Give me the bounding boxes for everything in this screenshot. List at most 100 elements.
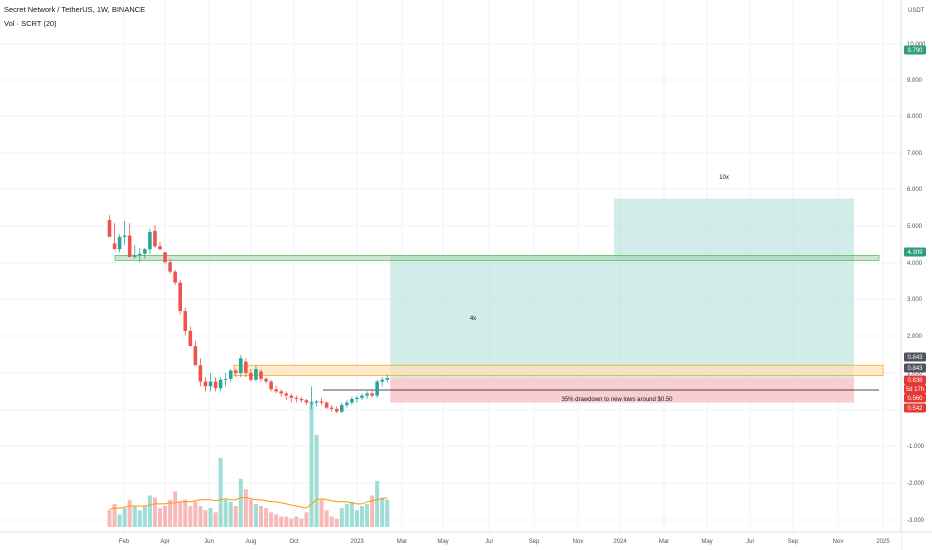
candle-body	[188, 330, 193, 347]
volume-bar	[127, 499, 132, 527]
volume-bar	[339, 508, 344, 527]
candle-body	[375, 381, 379, 396]
volume-bar	[259, 506, 263, 527]
candle	[289, 393, 294, 403]
candle	[365, 391, 369, 400]
candle-body	[249, 372, 253, 380]
candle	[355, 395, 359, 403]
candle	[198, 358, 203, 387]
volume-bar	[299, 518, 304, 527]
candle	[208, 372, 213, 392]
time-tick-label: Sep	[788, 539, 799, 545]
candle-body	[143, 249, 147, 254]
volume-bar	[344, 503, 349, 527]
candle-body	[218, 379, 223, 389]
price-label-text: 5d 17h	[906, 387, 924, 393]
candle-body	[345, 402, 349, 406]
candle	[239, 355, 243, 378]
price-label-bg	[904, 375, 926, 385]
candle	[138, 247, 142, 263]
time-tick-label: Jul	[485, 539, 493, 545]
time-tick-label: Aug	[246, 539, 257, 545]
annotation-drawdown: 35% drawdown to new lows around $0.50	[561, 397, 673, 403]
candle	[329, 405, 334, 412]
time-tick-label: Sep	[529, 539, 540, 545]
volume-bar	[243, 489, 248, 527]
support-zone	[114, 254, 880, 261]
candle-body	[239, 358, 243, 373]
price-label-bg	[904, 363, 926, 373]
volume-bar	[360, 506, 364, 527]
candle-body	[193, 346, 198, 366]
candle-body	[198, 365, 203, 382]
candle-body	[365, 393, 369, 396]
volume-bar	[365, 503, 370, 527]
candle	[122, 221, 127, 245]
candle	[334, 406, 339, 414]
candle-body	[264, 378, 268, 382]
candle	[193, 340, 198, 366]
volume-bar	[208, 508, 213, 527]
candle-body	[178, 282, 182, 312]
time-tick-label: Mar	[659, 539, 669, 545]
candle	[314, 400, 319, 407]
time-tick-label: Feb	[119, 539, 130, 545]
price-label-bg	[904, 45, 926, 55]
volume-bar	[213, 512, 218, 527]
time-tick-label: Nov	[833, 539, 844, 545]
volume-bar	[152, 497, 157, 527]
volume-bar	[253, 503, 258, 527]
volume-bar	[304, 512, 309, 527]
candle-body	[294, 397, 299, 400]
volume-bar	[218, 457, 223, 527]
candle-body	[324, 402, 329, 408]
candle-body	[153, 230, 157, 247]
price-label-bg	[904, 247, 926, 257]
volume-bar	[193, 501, 198, 527]
candle	[350, 396, 354, 406]
candle	[188, 326, 193, 347]
time-tick-label: 2025	[876, 539, 890, 545]
candle	[163, 252, 167, 264]
volume-bar	[264, 508, 269, 527]
price-label-text: 4.309	[907, 250, 923, 256]
candle-body	[127, 235, 132, 258]
price-label: 0.542	[904, 403, 926, 413]
candle	[218, 377, 223, 392]
volume-bar	[284, 516, 289, 527]
candle-body	[340, 405, 344, 412]
candle-body	[138, 253, 142, 256]
volume-bar	[329, 516, 334, 527]
volume-bar	[188, 506, 193, 527]
candle	[223, 372, 228, 387]
candle-body	[304, 400, 309, 403]
time-axis-panel	[0, 532, 901, 550]
candle	[274, 385, 278, 394]
volume-ma-line	[109, 497, 388, 510]
volume-bar	[203, 510, 208, 527]
volume-bar	[314, 434, 319, 527]
candle-body	[380, 379, 384, 382]
resistance-zone	[233, 364, 884, 376]
candle	[324, 401, 329, 409]
candle-body	[228, 370, 233, 379]
candle-body	[132, 255, 137, 258]
candle-body	[309, 402, 314, 404]
candle-body	[244, 361, 248, 373]
volume-bar	[163, 506, 168, 527]
candle	[112, 223, 117, 250]
candle-body	[314, 401, 319, 403]
price-label: 0.838	[904, 375, 926, 385]
candle-body	[269, 381, 273, 390]
candle-body	[334, 408, 339, 412]
candle	[173, 269, 177, 286]
time-tick-label: Nov	[573, 539, 584, 545]
volume-bar	[223, 499, 228, 527]
annotation-4x: 4x	[470, 316, 476, 322]
candle-body	[122, 235, 127, 237]
volume-bar	[324, 510, 329, 527]
candle-body	[259, 371, 263, 379]
candle	[158, 242, 162, 251]
candle	[183, 307, 188, 336]
